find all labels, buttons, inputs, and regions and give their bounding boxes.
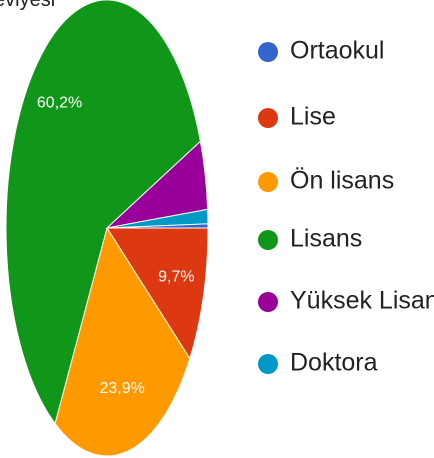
- legend-swatch: [258, 42, 278, 62]
- pie-slice: [54, 226, 191, 457]
- legend-swatch: [258, 230, 278, 250]
- legend-swatch: [258, 172, 278, 192]
- pie-slice: [106, 208, 209, 229]
- legend-label: Doktora: [290, 349, 378, 377]
- legend-label: Lise: [290, 103, 336, 131]
- legend-swatch: [258, 108, 278, 128]
- legend-label: Lisans: [290, 225, 362, 253]
- chart-title: eviyesi: [0, 0, 55, 11]
- legend-swatch: [258, 292, 278, 312]
- legend-label: Yüksek Lisans: [290, 287, 434, 315]
- slice-label: 23,9%: [100, 380, 145, 397]
- legend-label: Ortaokul: [290, 37, 384, 65]
- pie-slice: [5, 0, 201, 425]
- slice-label: 9,7%: [158, 268, 194, 285]
- legend-label: Ön lisans: [290, 167, 394, 195]
- pie-slice: [106, 227, 209, 360]
- slice-label: 60,2%: [37, 95, 82, 112]
- legend-swatch: [258, 354, 278, 374]
